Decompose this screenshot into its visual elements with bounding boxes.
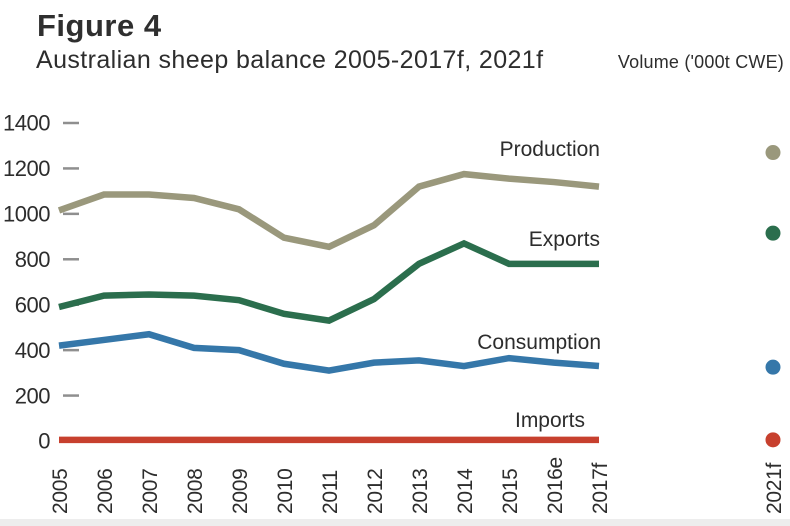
production-2021f-dot bbox=[765, 145, 781, 161]
x-axis-label-2006: 2006 bbox=[94, 468, 117, 514]
x-axis-label-2005: 2005 bbox=[49, 468, 72, 514]
exports-2021f-dot bbox=[765, 225, 781, 241]
y-axis-label-800: 800 bbox=[15, 247, 50, 272]
y-axis-label-0: 0 bbox=[38, 429, 50, 454]
x-axis-label-2016e: 2016e bbox=[544, 457, 567, 514]
x-axis-label-2014: 2014 bbox=[454, 468, 477, 514]
bottom-edge-band bbox=[0, 519, 790, 526]
y-axis-label-600: 600 bbox=[15, 292, 50, 317]
figure-title: Australian sheep balance 2005-2017f, 202… bbox=[36, 46, 544, 74]
y-axis-label-400: 400 bbox=[15, 338, 50, 363]
figure-subtitle-row: Australian sheep balance 2005-2017f, 202… bbox=[36, 46, 787, 74]
consumption-line bbox=[58, 330, 600, 374]
consumption-2021f-dot bbox=[765, 359, 781, 375]
y-axis-label-1200: 1200 bbox=[3, 156, 50, 181]
consumption-series-label: Consumption bbox=[477, 331, 601, 354]
x-axis-label-2008: 2008 bbox=[184, 468, 207, 514]
exports-series-label: Exports bbox=[529, 228, 600, 251]
x-axis-label-2007: 2007 bbox=[139, 468, 162, 514]
x-axis-label-2015: 2015 bbox=[499, 468, 522, 514]
y-axis-label-200: 200 bbox=[15, 383, 50, 408]
production-series-label: Production bbox=[500, 138, 600, 161]
x-axis-label-2009: 2009 bbox=[229, 468, 252, 514]
y-axis-label-1400: 1400 bbox=[3, 111, 50, 136]
y-axis-label-1000: 1000 bbox=[3, 202, 50, 227]
figure-units-label: Volume ('000t CWE) bbox=[617, 52, 784, 72]
x-axis-label-2012: 2012 bbox=[364, 468, 387, 514]
production-line bbox=[57, 170, 600, 251]
x-axis-label-2011: 2011 bbox=[319, 470, 342, 514]
exports-line bbox=[58, 239, 599, 324]
x-axis-label-2017f: 2017f bbox=[589, 462, 612, 514]
figure-label: Figure 4 bbox=[37, 8, 162, 43]
x-axis-label-2013: 2013 bbox=[409, 468, 432, 514]
imports-series-label: Imports bbox=[515, 409, 585, 432]
imports-2021f-dot bbox=[765, 432, 781, 448]
x-axis-label-2021f: 2021f bbox=[763, 462, 786, 514]
x-axis-label-2010: 2010 bbox=[274, 468, 297, 514]
